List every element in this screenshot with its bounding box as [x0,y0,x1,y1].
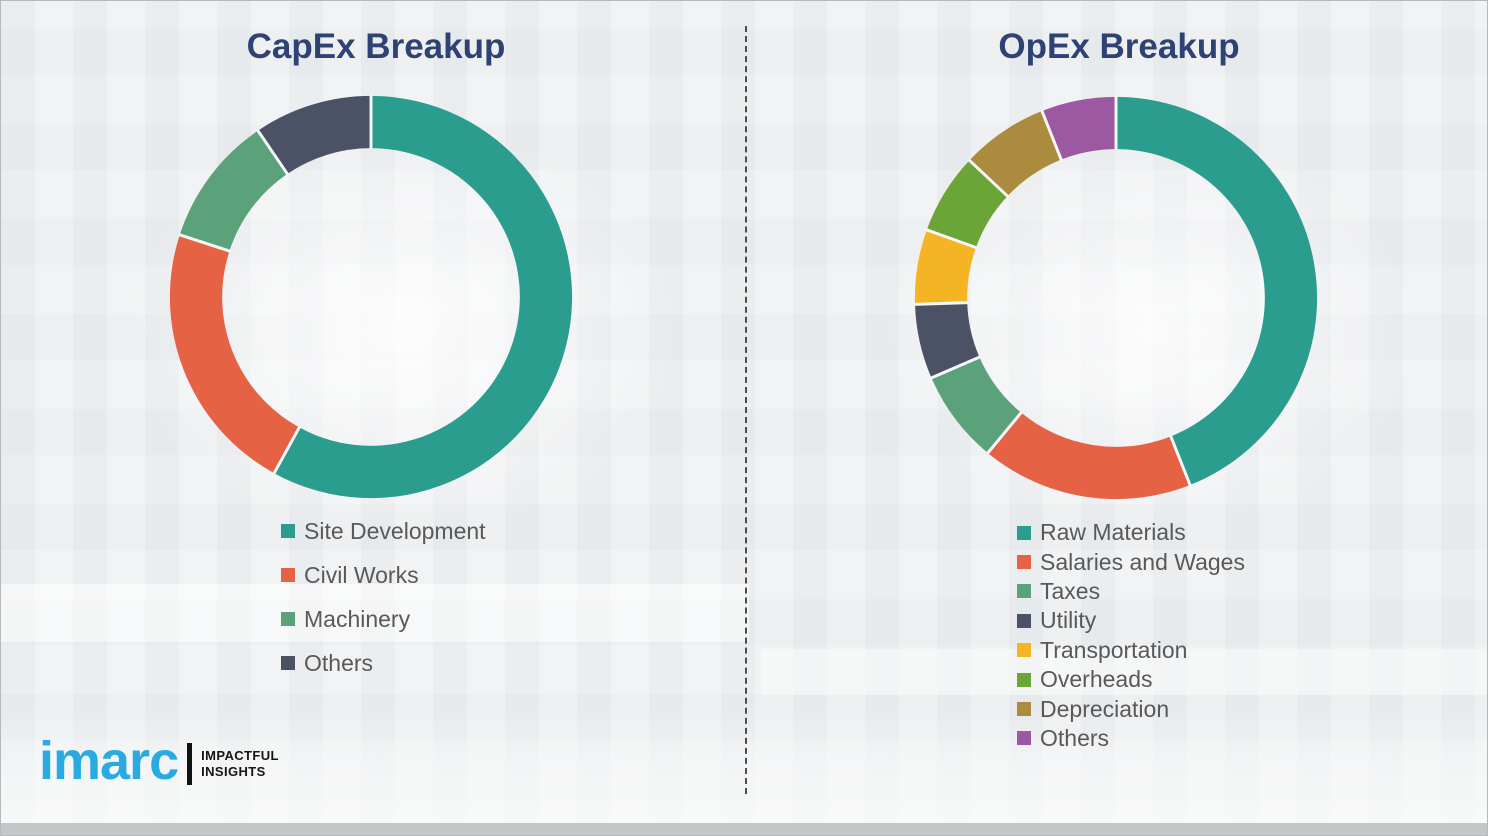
capex-donut-chart [169,94,573,499]
imarc-logo-tagline: IMPACTFUL INSIGHTS [201,748,279,779]
slice-separator [967,158,1010,198]
legend-label: Overheads [1040,666,1153,693]
legend-swatch [281,568,295,582]
legend-label: Others [304,649,374,676]
legend-item-taxes: Taxes [1017,577,1245,606]
legend-swatch [1017,702,1031,717]
imarc-tagline-line2: INSIGHTS [201,764,266,779]
legend-item-overheads: Overheads [1017,665,1245,694]
legend-label: Machinery [304,605,411,632]
slice-separator [272,425,302,475]
opex-chart-title: OpEx Breakup [998,27,1240,66]
slice-separator [925,228,978,250]
donut-slice-depreciation [969,111,1062,197]
bottom-edge-strip [1,823,1487,835]
legend-item-transportation: Transportation [1017,636,1245,665]
slice-separator [256,129,290,176]
legend-item-salaries-and-wages: Salaries and Wages [1017,547,1245,576]
donut-slice-overheads [926,160,1008,248]
legend-label: Site Development [304,517,486,544]
donut-slice-taxes [931,357,1022,453]
legend-swatch [281,612,295,626]
capex-legend: Site Development Civil Works Machinery Othe… [281,509,486,685]
legend-swatch [1017,731,1031,746]
legend-swatch [1017,613,1031,628]
donut-slice-raw-materials [1116,96,1318,485]
legend-label: Transportation [1040,636,1188,663]
slice-separator [1169,434,1192,487]
opex-donut-chart [913,95,1318,500]
donut-slice-others [1041,96,1116,160]
slice-separator [1040,109,1063,162]
slice-separator [913,301,969,306]
imarc-logo: imarc IMPACTFUL INSIGHTS [39,734,279,788]
legend-swatch [1017,643,1031,658]
legend-label: Taxes [1040,577,1101,604]
legend-label: Salaries and Wages [1040,548,1245,575]
legend-label: Utility [1040,607,1097,634]
slice-separator [986,410,1023,455]
legend-item-raw-materials: Raw Materials [1017,518,1245,547]
legend-item-machinery: Machinery [281,597,486,641]
legend-swatch [1017,525,1031,540]
legend-item-others: Others [281,641,486,685]
donut-slice-salaries-and-wages [987,412,1191,500]
imarc-tagline-line1: IMPACTFUL [201,748,279,764]
legend-label: Civil Works [304,561,419,588]
slice-separator [178,233,231,253]
legend-item-site-development: Site Development [281,509,486,553]
opex-legend: Raw Materials Salaries and Wages Taxes Util… [1017,518,1245,753]
slice-separator [929,355,981,380]
capex-chart-title: CapEx Breakup [246,27,506,66]
legend-swatch [1017,672,1031,687]
legend-item-others: Others [1017,724,1245,753]
legend-swatch [1017,584,1031,599]
dashed-divider [745,26,747,794]
legend-swatch [281,656,295,670]
legend-label: Raw Materials [1040,519,1186,546]
donut-slice-civil-works [169,234,300,474]
legend-item-civil-works: Civil Works [281,553,486,597]
imarc-logo-wordmark: imarc [39,731,179,791]
legend-item-utility: Utility [1017,606,1245,635]
legend-label: Others [1040,724,1110,751]
legend-swatch [1017,555,1031,570]
donut-slice-machinery [179,130,288,252]
donut-slice-others [257,95,371,174]
legend-swatch [281,524,295,538]
donut-slice-transportation [914,229,976,305]
legend-label: Depreciation [1040,695,1170,722]
donut-slice-site-development [274,95,573,499]
legend-item-depreciation: Depreciation [1017,694,1245,723]
donut-slice-utility [915,302,980,378]
imarc-logo-divider-bar [187,743,193,785]
